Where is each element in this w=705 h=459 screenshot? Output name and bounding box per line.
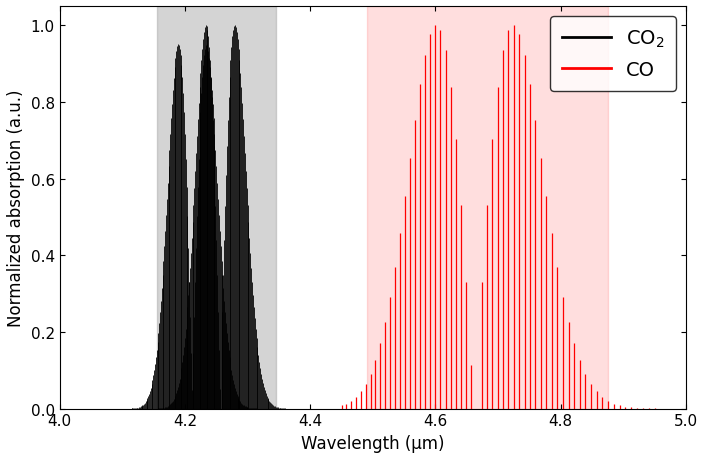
- Bar: [367, 7, 608, 409]
- Legend: CO$_2$, CO: CO$_2$, CO: [551, 17, 676, 92]
- Bar: [157, 7, 276, 409]
- X-axis label: Wavelength (μm): Wavelength (μm): [301, 434, 445, 452]
- Y-axis label: Normalized absorption (a.u.): Normalized absorption (a.u.): [7, 90, 25, 326]
